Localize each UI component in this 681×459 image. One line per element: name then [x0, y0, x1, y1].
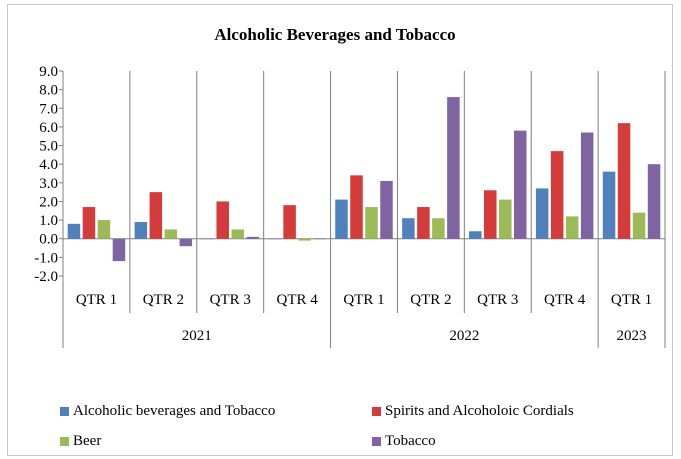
y-tick-label: 9.0 — [39, 64, 58, 80]
bar — [550, 151, 564, 239]
legend-swatch-beer — [60, 437, 69, 446]
x-category-label: QTR 4 — [276, 292, 318, 308]
legend-label-spirits: Spirits and Alcoholoic Cordials — [385, 403, 574, 419]
x-category-label: QTR 1 — [76, 292, 117, 308]
y-tick-label: 5.0 — [39, 139, 58, 155]
bar — [580, 132, 594, 239]
bar — [647, 164, 661, 239]
bar — [112, 238, 126, 262]
bar — [268, 238, 281, 240]
bar — [484, 190, 497, 239]
bar — [179, 238, 193, 247]
legend-swatch-tobacco — [372, 437, 381, 446]
y-tick-label: 7.0 — [39, 101, 58, 117]
bar — [469, 231, 482, 239]
legend-item-beer: Beer — [60, 433, 101, 450]
bar — [617, 123, 631, 239]
legend-swatch-spirits — [372, 407, 381, 416]
legend-item-spirits: Spirits and Alcoholoic Cordials — [372, 403, 574, 420]
legend-item-alcoholic-beverages: Alcoholic beverages and Tobacco — [60, 403, 275, 420]
bar — [535, 188, 549, 239]
bar — [365, 207, 378, 239]
bar — [417, 207, 430, 239]
legend-label-alcoholic-beverages: Alcoholic beverages and Tobacco — [73, 403, 276, 419]
x-category-label: QTR 3 — [477, 292, 518, 308]
bar — [164, 229, 178, 239]
bar — [216, 201, 229, 239]
x-group-label: 2021 — [182, 328, 212, 344]
x-category-label: QTR 1 — [343, 292, 384, 308]
y-tick-label: -2.0 — [34, 269, 58, 285]
bar — [402, 218, 415, 239]
bar — [514, 130, 527, 239]
bar — [350, 175, 363, 239]
bar — [246, 236, 259, 239]
x-group-label: 2023 — [617, 328, 647, 344]
x-category-label: QTR 4 — [544, 292, 586, 308]
legend-swatch-alcoholic-beverages — [60, 407, 69, 416]
bar — [565, 216, 579, 239]
bar — [335, 199, 348, 239]
bar — [149, 192, 163, 239]
bar — [380, 180, 393, 239]
legend-label-beer: Beer — [73, 433, 102, 449]
x-group-label: 2022 — [449, 328, 479, 344]
bar — [313, 238, 326, 240]
bar — [499, 199, 512, 239]
x-category-label: QTR 2 — [410, 292, 451, 308]
y-tick-label: 1.0 — [39, 213, 58, 229]
bar — [97, 220, 111, 239]
y-tick-label: 4.0 — [39, 157, 58, 173]
y-tick-label: 2.0 — [39, 194, 58, 210]
bar — [134, 221, 148, 239]
bar — [632, 212, 646, 239]
x-category-label: QTR 1 — [611, 292, 652, 308]
legend-label-tobacco: Tobacco — [385, 433, 436, 449]
y-tick-label: 8.0 — [39, 83, 58, 99]
x-category-label: QTR 3 — [210, 292, 251, 308]
bar — [298, 238, 311, 241]
legend-item-tobacco: Tobacco — [372, 433, 436, 450]
y-tick-label: 3.0 — [39, 176, 58, 192]
bar — [67, 223, 81, 239]
bar — [283, 205, 296, 239]
bar — [82, 207, 96, 239]
bar — [602, 171, 616, 239]
bar — [201, 238, 214, 240]
plot-area: 9.0 8.0 7.0 6.0 5.0 4.0 3.0 2.0 1.0 0.0 -1.0 -2.0 QT… — [34, 64, 666, 348]
bar — [447, 97, 460, 239]
y-tick-label: 6.0 — [39, 120, 58, 136]
bar — [231, 229, 244, 239]
y-tick-label: -1.0 — [34, 250, 58, 266]
x-category-label: QTR 2 — [143, 292, 184, 308]
chart-title: Alcoholic Beverages and Tobacco — [214, 25, 455, 44]
bar — [432, 218, 445, 239]
y-tick-label: 0.0 — [39, 232, 58, 248]
